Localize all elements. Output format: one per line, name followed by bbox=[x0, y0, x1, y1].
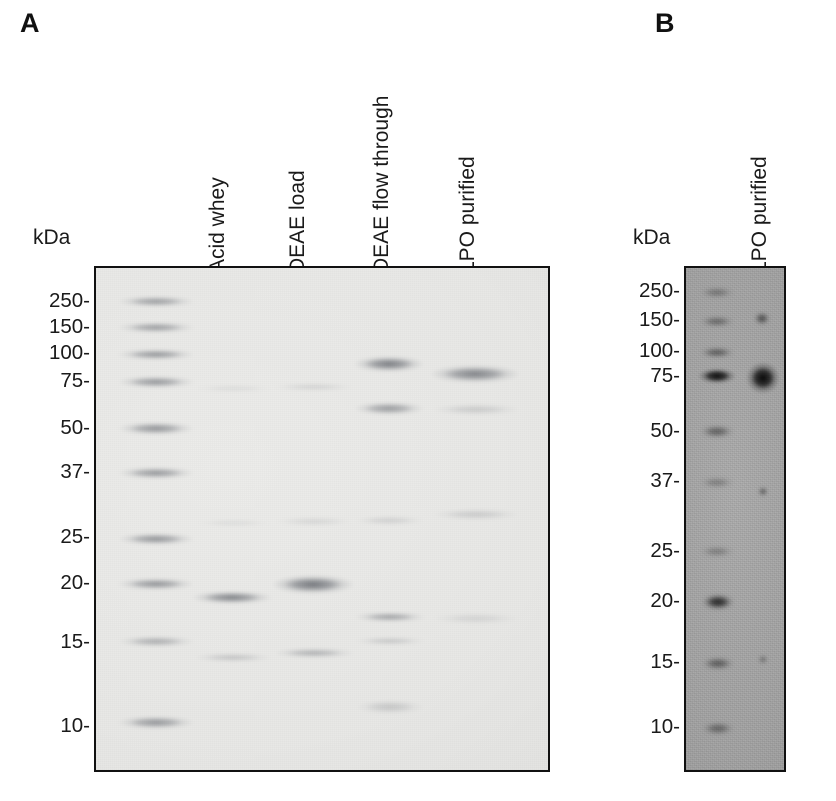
band-lane0-15kda bbox=[702, 657, 734, 670]
lane-label-lpo-purified: LPO purified bbox=[456, 156, 479, 273]
band-lane0-10kda bbox=[702, 722, 734, 735]
band-lane0-10kda bbox=[118, 716, 194, 729]
band-lane1-28kda bbox=[195, 519, 273, 527]
panel-b-grain-overlay bbox=[686, 268, 784, 770]
panel-b-letter: B bbox=[655, 8, 675, 38]
band-lane3-10kda bbox=[356, 700, 424, 714]
band-lane0-25kda bbox=[700, 546, 734, 557]
mw-tick-100: 100- bbox=[638, 339, 680, 362]
panel-b-blot-image bbox=[684, 266, 786, 772]
band-lane3-14kda bbox=[355, 637, 425, 645]
lane-label-deae-load: DEAE load bbox=[286, 170, 309, 273]
panel-a-kda-caption: kDa bbox=[33, 226, 71, 249]
band-lane4-82kda bbox=[430, 365, 520, 383]
band-lane0-20kda bbox=[702, 594, 734, 610]
band-lane0-20kda bbox=[118, 578, 194, 590]
band-lane2-14kda bbox=[274, 648, 354, 658]
mw-tick-37: 37- bbox=[650, 469, 680, 492]
panel-a-letter: A bbox=[20, 8, 40, 38]
mw-tick-50: 50- bbox=[650, 419, 680, 442]
band-lane1-14kda bbox=[194, 653, 272, 662]
band-lane1-15kda bbox=[758, 655, 768, 664]
band-lane4-30kda bbox=[432, 509, 520, 520]
mw-tick-10: 10- bbox=[60, 714, 90, 737]
mw-tick-15: 15- bbox=[650, 650, 680, 673]
band-lane0-37kda bbox=[118, 467, 194, 479]
band-lane2-28kda bbox=[274, 517, 354, 526]
mw-tick-10: 10- bbox=[650, 715, 680, 738]
mw-tick-37: 37- bbox=[60, 460, 90, 483]
mw-tick-75: 75- bbox=[650, 364, 680, 387]
panel-b-kda-caption: kDa bbox=[633, 226, 671, 249]
band-lane4-57kda bbox=[432, 404, 520, 415]
band-lane0-150kda bbox=[700, 316, 734, 327]
band-lane0-37kda bbox=[700, 477, 734, 488]
band-lane3-17kda bbox=[355, 612, 425, 622]
band-lane0-100kda bbox=[118, 349, 194, 360]
band-lane3-57kda bbox=[354, 402, 424, 415]
band-lane0-75kda bbox=[698, 368, 736, 384]
mw-tick-75: 75- bbox=[60, 369, 90, 392]
band-lane1-150kda bbox=[754, 312, 770, 325]
band-lane0-50kda bbox=[700, 425, 734, 438]
mw-tick-150: 150- bbox=[638, 308, 680, 331]
band-lane0-75kda bbox=[118, 376, 194, 388]
lane-label-deae-flow-through: DEAE flow through bbox=[370, 95, 393, 273]
mw-tick-20: 20- bbox=[60, 571, 90, 594]
band-lane0-100kda bbox=[700, 347, 734, 358]
mw-tick-25: 25- bbox=[60, 525, 90, 548]
band-lane3-84kda bbox=[354, 356, 424, 372]
band-lane1-33kda bbox=[758, 487, 768, 496]
mw-tick-250: 250- bbox=[638, 279, 680, 302]
mw-tick-250: 250- bbox=[48, 289, 90, 312]
band-lane2-19kda bbox=[272, 575, 354, 594]
band-lane4-17kda bbox=[432, 613, 520, 624]
band-lane1-18kda bbox=[192, 591, 272, 604]
band-lane1-75kda bbox=[746, 362, 780, 394]
band-lane0-50kda bbox=[118, 422, 194, 435]
panel-a-gel-image bbox=[94, 266, 550, 772]
band-lane1-67kda bbox=[195, 385, 273, 392]
mw-tick-20: 20- bbox=[650, 589, 680, 612]
band-lane0-250kda bbox=[118, 296, 194, 307]
lane-label-lpo-purified: LPO purified bbox=[748, 156, 771, 273]
band-lane0-250kda bbox=[700, 287, 734, 298]
mw-tick-15: 15- bbox=[60, 630, 90, 653]
band-lane0-25kda bbox=[118, 533, 194, 545]
band-lane0-15kda bbox=[118, 636, 194, 647]
mw-tick-50: 50- bbox=[60, 416, 90, 439]
panel-a-grain-overlay bbox=[96, 268, 548, 770]
mw-tick-150: 150- bbox=[48, 315, 90, 338]
band-lane3-28kda bbox=[354, 516, 424, 525]
lane-label-acid-whey: Acid whey bbox=[206, 177, 229, 273]
band-lane2-67kda bbox=[274, 383, 354, 391]
mw-tick-100: 100- bbox=[48, 341, 90, 364]
band-lane0-150kda bbox=[118, 322, 194, 333]
mw-tick-25: 25- bbox=[650, 539, 680, 562]
